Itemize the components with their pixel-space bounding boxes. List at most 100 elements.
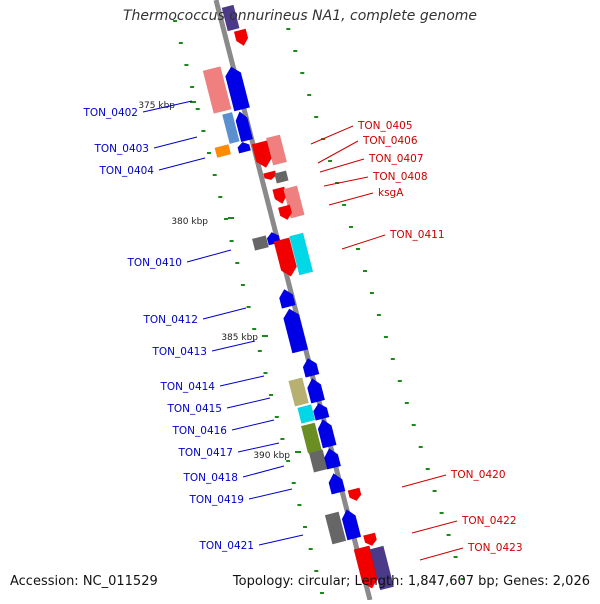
label-leaders <box>142 100 464 561</box>
leader-line <box>142 100 193 113</box>
scale-mark-tick <box>228 217 234 219</box>
gene-arrow-forward <box>313 402 330 421</box>
leader-line <box>258 534 304 546</box>
gene-label-TON_0403[interactable]: TON_0403 <box>93 143 149 155</box>
tick-mark <box>280 438 285 440</box>
gene-label-TON_0412[interactable]: TON_0412 <box>142 314 198 326</box>
gene-label-TON_0413[interactable]: TON_0413 <box>151 346 207 358</box>
gene-block-TON_0406 <box>265 134 288 166</box>
gene-label-ksgA[interactable]: ksgA <box>378 187 404 199</box>
gene-arrow-forward <box>302 357 320 378</box>
leader-line <box>211 340 256 352</box>
gene-label-TON_0422[interactable]: TON_0422 <box>461 515 517 527</box>
gene-block-TON_0402 <box>202 66 232 114</box>
tick-mark <box>178 42 183 44</box>
tick-mark <box>300 72 305 74</box>
gene-label-TON_0417[interactable]: TON_0417 <box>177 447 233 459</box>
tick-mark <box>369 292 374 294</box>
tick-mark <box>320 592 324 594</box>
tick-mark <box>269 394 274 396</box>
tick-mark <box>257 350 262 352</box>
gene-arrow-forward <box>237 141 252 154</box>
gene-label-TON_0404[interactable]: TON_0404 <box>98 165 154 177</box>
gene-label-TON_0411[interactable]: TON_0411 <box>389 229 445 241</box>
leader-line <box>319 158 365 173</box>
leader-line <box>242 465 285 478</box>
tick-mark <box>349 226 353 228</box>
gene-arrow-forward <box>317 419 337 449</box>
gene-label-TON_0414[interactable]: TON_0414 <box>159 381 215 393</box>
gene-label-TON_0408[interactable]: TON_0408 <box>372 171 428 183</box>
tick-mark <box>291 482 296 484</box>
gene-block-TON_0404 <box>214 144 232 158</box>
leader-line <box>153 136 198 149</box>
topology-text: Topology: circular; Length: 1,847,607 bp… <box>232 574 590 589</box>
gene-arrow-forward <box>235 111 254 143</box>
leader-line <box>341 234 386 250</box>
gene-features <box>202 4 395 591</box>
gene-label-TON_0415[interactable]: TON_0415 <box>166 403 222 415</box>
gene-block-TON_0410 <box>251 235 269 251</box>
tick-mark <box>397 380 402 382</box>
tick-mark <box>195 108 200 110</box>
leader-line <box>419 547 464 561</box>
gene-arrow-forward <box>341 509 362 541</box>
gene-label-TON_0418[interactable]: TON_0418 <box>182 472 238 484</box>
scale-mark-label: 385 kbp <box>221 333 258 343</box>
feature-block <box>221 4 240 32</box>
gene-arrow-TON_0412 <box>279 288 296 309</box>
tick-mark <box>303 526 307 528</box>
tick-mark <box>404 402 409 404</box>
leader-line <box>411 520 458 534</box>
tick-mark <box>201 130 206 132</box>
gene-arrow-reverse <box>233 28 249 47</box>
leader-line <box>231 419 275 431</box>
gene-label-TON_0421[interactable]: TON_0421 <box>198 540 254 552</box>
tick-mark <box>252 328 257 330</box>
tick-mark <box>229 240 234 242</box>
tick-mark <box>432 490 437 492</box>
scale-mark-label: 390 kbp <box>253 451 290 461</box>
tick-mark <box>286 28 291 30</box>
leader-line <box>401 474 447 488</box>
tick-mark <box>446 534 451 536</box>
tick-mark <box>246 306 251 308</box>
tick-mark <box>383 336 388 338</box>
gene-label-TON_0402[interactable]: TON_0402 <box>82 107 138 119</box>
gene-block-purple <box>369 545 395 591</box>
gene-label-TON_0410[interactable]: TON_0410 <box>126 257 182 269</box>
gene-block-TON_0421 <box>324 511 347 545</box>
tick-mark <box>184 64 189 66</box>
gene-arrow-TON_0420 <box>347 487 362 502</box>
tick-mark <box>307 94 312 96</box>
scale-mark-tick <box>190 101 196 103</box>
gene-arrow-forward <box>225 66 251 112</box>
gene-block-TON_0417 <box>308 449 328 473</box>
gene-label-TON_0416[interactable]: TON_0416 <box>171 425 227 437</box>
gene-label-TON_0423[interactable]: TON_0423 <box>467 542 523 554</box>
tick-mark <box>376 314 381 316</box>
tick-mark <box>425 468 430 470</box>
tick-mark <box>328 160 333 162</box>
leader-line <box>317 140 359 164</box>
gene-arrow-forward <box>324 447 342 470</box>
scale-mark-tick <box>295 451 301 453</box>
tick-mark <box>453 556 458 558</box>
tick-mark <box>173 20 178 22</box>
gene-label-TON_0419[interactable]: TON_0419 <box>188 494 244 506</box>
gene-label-TON_0405[interactable]: TON_0405 <box>357 120 413 132</box>
tick-mark <box>356 248 360 250</box>
accession-text: Accession: NC_011529 <box>10 574 158 589</box>
gene-arrow-TON_0411 <box>273 237 297 277</box>
gene-arrow-TON_0413 <box>283 308 309 354</box>
tick-mark <box>363 270 367 272</box>
gene-label-TON_0406[interactable]: TON_0406 <box>362 135 418 147</box>
gene-label-TON_0407[interactable]: TON_0407 <box>368 153 424 165</box>
leader-line <box>202 307 247 320</box>
gene-arrow-forward <box>307 378 326 404</box>
gene-arrow-reverse <box>272 186 287 205</box>
tick-mark <box>297 504 302 506</box>
scale-mark-label: 380 kbp <box>171 217 208 227</box>
gene-label-TON_0420[interactable]: TON_0420 <box>450 469 506 481</box>
